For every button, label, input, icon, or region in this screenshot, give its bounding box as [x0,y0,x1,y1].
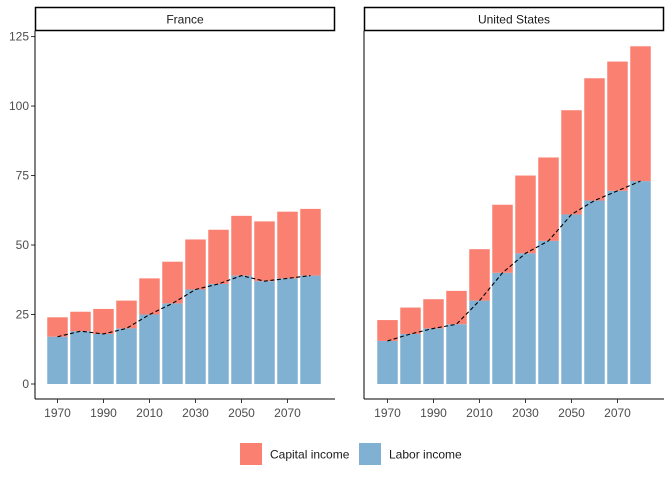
x-tick-label: 2050 [558,406,585,420]
bar-labor-income [630,181,651,384]
panel-united-states: United States 1970 1990 2010 2030 2050 2070 [363,6,665,420]
bar-capital-income [231,215,252,276]
bar-labor-income [538,240,559,384]
bar-labor-income [116,328,137,384]
bar-labor-income [70,331,91,384]
bar-labor-income [515,253,536,384]
x-tick-label: 2070 [604,406,631,420]
bar-capital-income [607,61,628,191]
bar-labor-income [423,328,444,384]
legend-key-capital-income [240,443,262,465]
bar-capital-income [446,290,467,325]
bar-capital-income [185,239,206,290]
bar-capital-income [423,299,444,329]
bar-capital-income [116,300,137,329]
x-tick-label: 2030 [512,406,539,420]
bar-labor-income [93,333,114,384]
x-tick-label: 2010 [136,406,163,420]
bar-capital-income [400,307,421,334]
bar-labor-income [300,275,321,384]
y-tick-label: 100 [9,99,29,113]
bar-capital-income [47,317,68,337]
bar-labor-income [584,200,605,384]
bar-labor-income [162,303,183,384]
panel-france: France 1970 1990 2010 2030 2050 2070 [34,6,336,420]
x-tick-label: 2030 [182,406,209,420]
bar-labor-income [208,283,229,384]
y-tick-label: 25 [16,308,30,322]
panel-strip [363,6,665,32]
bar-labor-income [277,278,298,384]
bar-capital-income [254,221,275,282]
bar-labor-income [185,289,206,384]
x-tick-label: 2010 [466,406,493,420]
bar-labor-income [607,190,628,384]
bar-capital-income [162,261,183,304]
bar-labor-income [47,336,68,384]
y-tick-label: 125 [9,30,29,44]
bar-labor-income [254,281,275,384]
bar-capital-income [208,229,229,284]
bar-capital-income [139,278,160,315]
legend-key-labor-income [359,443,381,465]
bar-labor-income [231,275,252,384]
bar-capital-income [515,175,536,254]
x-tick-label: 2050 [228,406,255,420]
x-tick-label: 1970 [44,406,71,420]
bar-capital-income [377,320,398,341]
bar-capital-income [469,249,490,301]
bar-capital-income [300,208,321,276]
x-tick-label: 1970 [374,406,401,420]
bar-capital-income [492,204,513,273]
y-tick-label: 0 [22,377,29,391]
bar-labor-income [400,333,421,384]
bar-capital-income [561,110,582,215]
legend-label-capital-income: Capital income [270,448,350,462]
bar-capital-income [538,157,559,241]
legend-label-labor-income: Labor income [389,448,462,462]
bar-labor-income [446,324,467,384]
y-tick-label: 50 [16,238,30,252]
x-tick-label: 1990 [90,406,117,420]
x-tick-label: 2070 [274,406,301,420]
legend: Capital income Labor income [240,443,462,465]
bar-labor-income [139,314,160,384]
bar-labor-income [492,272,513,384]
bar-capital-income [277,211,298,279]
bar-labor-income [469,300,490,384]
panel-title: United States [478,13,550,27]
bar-capital-income [93,308,114,334]
bar-capital-income [70,311,91,332]
panel-title: France [166,13,204,27]
labor-income-line [57,275,311,338]
x-tick-label: 1990 [420,406,447,420]
labor-income-line [387,180,641,342]
panel-strip [34,6,336,32]
bar-capital-income [584,78,605,201]
bar-labor-income [561,214,582,384]
y-tick-label: 75 [16,169,30,183]
bar-labor-income [377,340,398,384]
bar-capital-income [630,46,651,182]
